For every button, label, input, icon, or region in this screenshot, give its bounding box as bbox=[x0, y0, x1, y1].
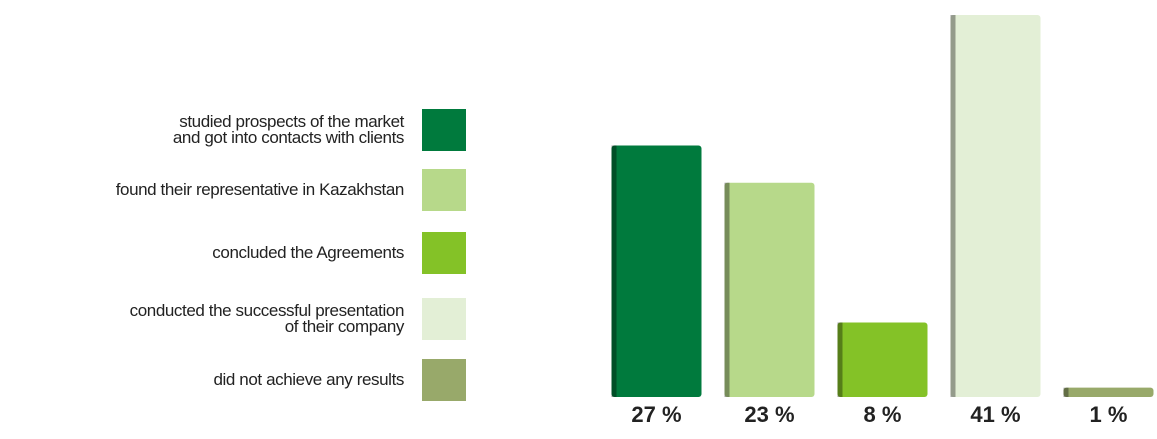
value-label: 1 % bbox=[1090, 402, 1128, 427]
bar bbox=[611, 145, 702, 397]
legend-label: concluded the Agreements bbox=[212, 243, 404, 262]
legend-label: did not achieve any results bbox=[213, 370, 405, 389]
value-label: 23 % bbox=[744, 402, 794, 427]
legend-swatch bbox=[422, 169, 466, 211]
bar-edge bbox=[611, 145, 617, 397]
bar-edge bbox=[724, 182, 730, 397]
value-label: 41 % bbox=[970, 402, 1020, 427]
legend-label: found their representative in Kazakhstan bbox=[115, 180, 405, 199]
bar bbox=[837, 322, 928, 397]
bar bbox=[950, 15, 1041, 397]
value-label: 8 % bbox=[864, 402, 902, 427]
legend-swatch bbox=[422, 109, 466, 151]
legend-swatch bbox=[422, 298, 466, 340]
bar bbox=[1063, 387, 1154, 397]
bar-edge bbox=[837, 322, 843, 397]
legend-swatch bbox=[422, 359, 466, 401]
bar bbox=[724, 182, 815, 397]
bar-edge bbox=[1063, 387, 1069, 397]
value-label: 27 % bbox=[631, 402, 681, 427]
legend-label: studied prospects of the market and got … bbox=[172, 112, 405, 147]
bar-edge bbox=[950, 15, 956, 397]
legend-label: conducted the successful presentation of… bbox=[129, 301, 405, 336]
legend-swatch bbox=[422, 232, 466, 274]
